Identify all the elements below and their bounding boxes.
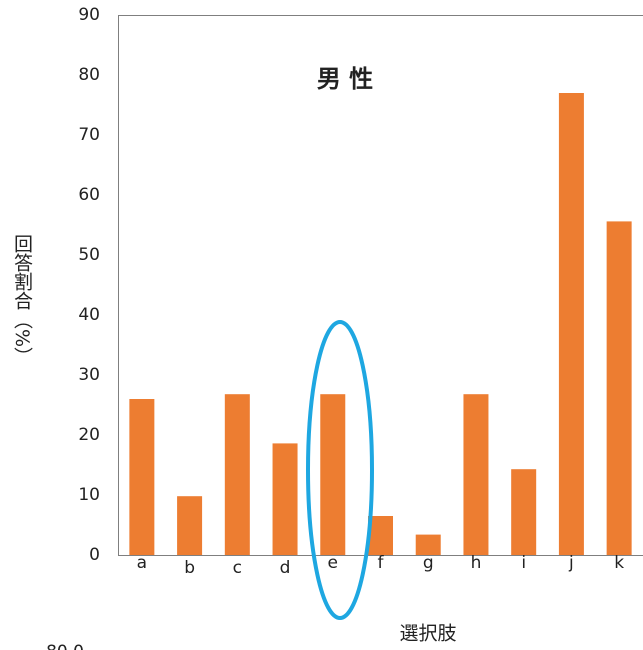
bar: [129, 399, 155, 555]
y-tick-label: 60: [78, 185, 100, 205]
x-tick-label: d: [280, 558, 291, 578]
y-tick-label: 40: [78, 305, 100, 325]
chart-title: 男 性: [317, 65, 373, 93]
y-tick-label: 20: [78, 425, 100, 445]
y-tick-label: 0: [89, 545, 100, 565]
y-tick-label: 30: [78, 365, 100, 385]
bar: [606, 221, 632, 555]
x-tick-label: e: [328, 553, 338, 573]
y-tick-label: 70: [78, 125, 100, 145]
x-tick-label: i: [521, 553, 526, 573]
bar: [177, 496, 203, 555]
x-tick-label: c: [233, 558, 242, 578]
bar: [511, 469, 537, 555]
x-tick-label: j: [568, 553, 574, 573]
y-tick-label: 50: [78, 245, 100, 265]
bar: [368, 516, 393, 555]
highlight-ellipse: [306, 320, 374, 620]
plot-frame: [118, 15, 643, 556]
x-tick-label: k: [614, 553, 624, 573]
x-tick-label: b: [184, 558, 195, 578]
y-axis-label: 回答割合（%）: [11, 234, 33, 366]
bar: [415, 534, 441, 555]
y-tick-label: 80: [78, 65, 100, 85]
y-tick-label: 90: [78, 5, 100, 25]
bar: [463, 394, 489, 555]
annotation: 80.0: [46, 642, 84, 650]
x-tick-label: h: [471, 553, 482, 573]
x-tick-label: a: [137, 553, 147, 573]
bar: [558, 93, 584, 555]
x-tick-label: g: [423, 553, 434, 573]
bar: [320, 394, 346, 555]
x-tick-label: f: [378, 553, 385, 573]
bar: [272, 443, 298, 555]
x-axis-label: 選択肢: [399, 623, 456, 645]
bar: [224, 394, 250, 555]
y-tick-label: 10: [78, 485, 100, 505]
